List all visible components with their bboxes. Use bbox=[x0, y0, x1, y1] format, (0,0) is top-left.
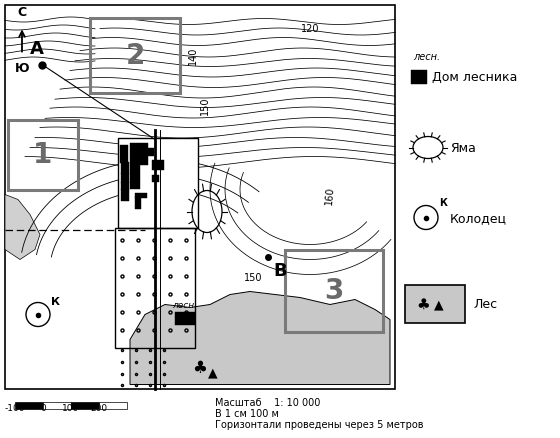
Bar bbox=[121, 162, 129, 174]
Bar bbox=[130, 165, 140, 179]
Bar bbox=[15, 403, 43, 410]
Text: 1: 1 bbox=[34, 141, 53, 169]
Bar bbox=[152, 175, 159, 182]
Text: Ю: Ю bbox=[15, 62, 29, 75]
Bar bbox=[411, 71, 427, 84]
Bar bbox=[99, 403, 127, 410]
Text: ♣: ♣ bbox=[193, 359, 207, 377]
Text: 3: 3 bbox=[324, 277, 344, 305]
Text: К: К bbox=[439, 198, 447, 208]
Bar bbox=[405, 285, 465, 323]
Bar bbox=[71, 403, 99, 410]
Bar bbox=[120, 145, 128, 163]
Bar bbox=[152, 160, 164, 170]
Text: Колодец: Колодец bbox=[450, 212, 507, 225]
Text: 150: 150 bbox=[200, 96, 210, 114]
Text: A: A bbox=[30, 39, 44, 57]
Text: ♣: ♣ bbox=[416, 297, 430, 311]
Text: 100: 100 bbox=[62, 403, 80, 413]
Bar bbox=[121, 182, 129, 190]
Text: лесн.: лесн. bbox=[172, 301, 198, 310]
Bar bbox=[121, 173, 129, 183]
Text: ▲: ▲ bbox=[208, 365, 218, 378]
Text: Горизонтали проведены через 5 метров: Горизонтали проведены через 5 метров bbox=[215, 420, 423, 430]
Text: Лес: Лес bbox=[473, 297, 497, 310]
Bar bbox=[130, 179, 140, 189]
Polygon shape bbox=[5, 195, 40, 260]
Text: 150: 150 bbox=[244, 273, 262, 283]
Bar bbox=[90, 18, 180, 93]
Bar bbox=[115, 228, 195, 348]
Bar bbox=[5, 6, 395, 390]
Text: С: С bbox=[17, 6, 26, 19]
Text: ▲: ▲ bbox=[434, 297, 444, 310]
Polygon shape bbox=[130, 292, 390, 385]
Bar bbox=[140, 148, 154, 156]
Text: 120: 120 bbox=[301, 24, 319, 33]
Bar bbox=[135, 193, 147, 198]
Text: 160: 160 bbox=[324, 185, 336, 205]
Bar bbox=[130, 143, 148, 165]
Bar bbox=[43, 403, 71, 410]
Text: Яма: Яма bbox=[450, 141, 476, 155]
Text: К: К bbox=[51, 297, 60, 307]
Bar bbox=[118, 138, 198, 228]
Text: B: B bbox=[273, 262, 287, 280]
Text: 0: 0 bbox=[40, 403, 46, 413]
Bar bbox=[135, 197, 141, 209]
Bar bbox=[175, 312, 195, 325]
Bar bbox=[285, 250, 383, 332]
Bar bbox=[121, 189, 129, 201]
Text: 2: 2 bbox=[125, 42, 144, 70]
Text: -100: -100 bbox=[4, 403, 25, 413]
Text: 140: 140 bbox=[188, 46, 198, 64]
Text: 200: 200 bbox=[90, 403, 108, 413]
Text: лесн.: лесн. bbox=[413, 53, 440, 62]
Bar bbox=[8, 120, 78, 190]
Text: Масштаб    1: 10 000: Масштаб 1: 10 000 bbox=[215, 398, 320, 408]
Text: В 1 см 100 м: В 1 см 100 м bbox=[215, 409, 279, 419]
Text: Дом лесника: Дом лесника bbox=[432, 71, 517, 84]
